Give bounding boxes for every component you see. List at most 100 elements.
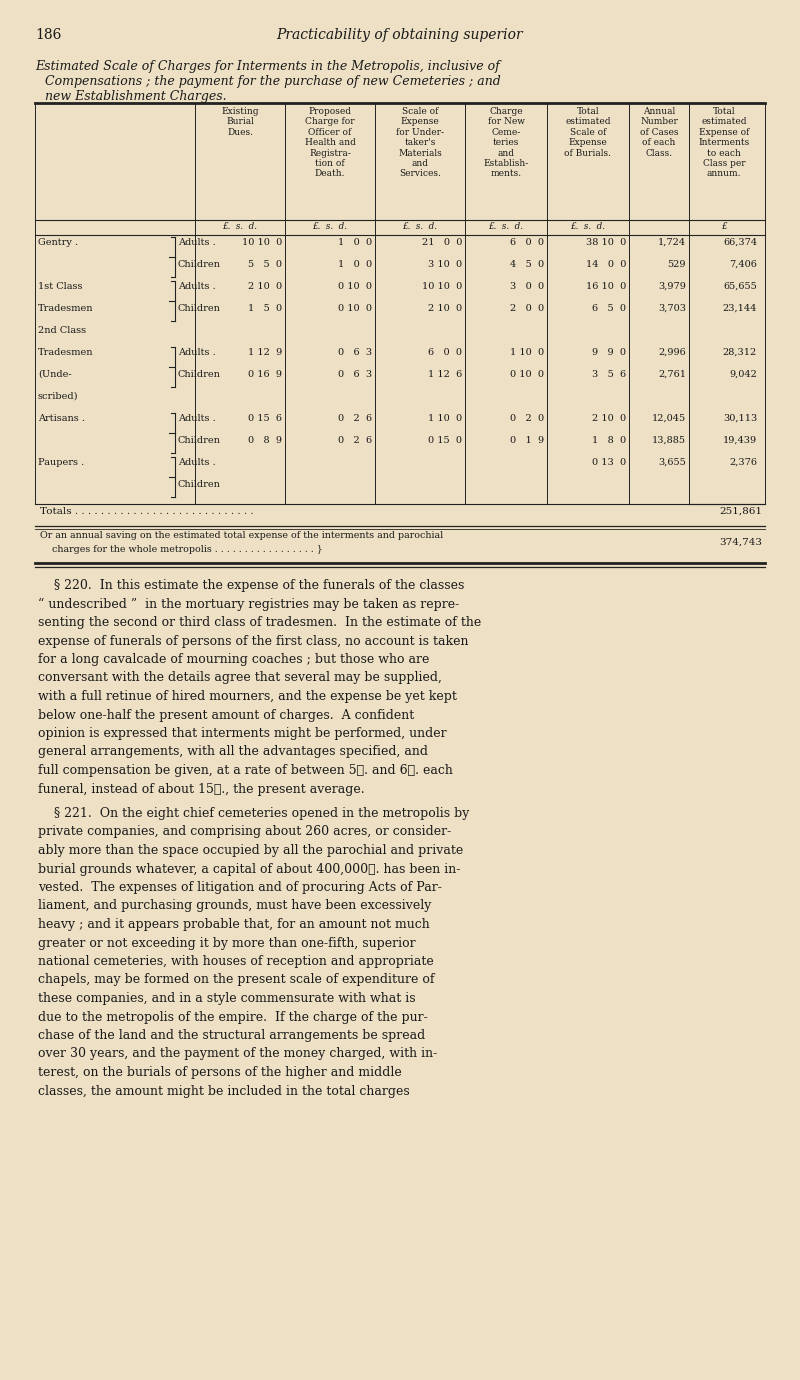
Text: 1 10  0: 1 10 0 bbox=[428, 414, 462, 424]
Text: terest, on the burials of persons of the higher and middle: terest, on the burials of persons of the… bbox=[38, 1065, 402, 1079]
Text: 3,979: 3,979 bbox=[658, 282, 686, 291]
Text: 4   5  0: 4 5 0 bbox=[510, 259, 544, 269]
Text: £.  s.  d.: £. s. d. bbox=[222, 222, 258, 230]
Text: “ undescribed ”  in the mortuary registries may be taken as repre-: “ undescribed ” in the mortuary registri… bbox=[38, 598, 459, 611]
Text: Children: Children bbox=[178, 436, 221, 444]
Text: 1   0  0: 1 0 0 bbox=[338, 259, 372, 269]
Text: 7,406: 7,406 bbox=[729, 259, 757, 269]
Text: Tradesmen: Tradesmen bbox=[38, 348, 94, 357]
Text: ably more than the space occupied by all the parochial and private: ably more than the space occupied by all… bbox=[38, 845, 463, 857]
Text: general arrangements, with all the advantages specified, and: general arrangements, with all the advan… bbox=[38, 745, 428, 759]
Text: Total
estimated
Scale of
Expense
of Burials.: Total estimated Scale of Expense of Buri… bbox=[565, 108, 611, 157]
Text: £.  s.  d.: £. s. d. bbox=[402, 222, 438, 230]
Text: 9,042: 9,042 bbox=[729, 370, 757, 380]
Text: over 30 years, and the payment of the money charged, with in-: over 30 years, and the payment of the mo… bbox=[38, 1047, 438, 1060]
Text: private companies, and comprising about 260 acres, or consider-: private companies, and comprising about … bbox=[38, 825, 451, 839]
Text: 10 10  0: 10 10 0 bbox=[422, 282, 462, 291]
Text: Existing
Burial
Dues.: Existing Burial Dues. bbox=[222, 108, 258, 137]
Text: 6   0  0: 6 0 0 bbox=[510, 237, 544, 247]
Text: 66,374: 66,374 bbox=[723, 237, 757, 247]
Text: 251,861: 251,861 bbox=[719, 506, 762, 516]
Text: these companies, and in a style commensurate with what is: these companies, and in a style commensu… bbox=[38, 992, 416, 1005]
Text: 2   0  0: 2 0 0 bbox=[510, 304, 544, 313]
Text: burial grounds whatever, a capital of about 400,000ℓ. has been in-: burial grounds whatever, a capital of ab… bbox=[38, 862, 460, 875]
Text: 2 10  0: 2 10 0 bbox=[248, 282, 282, 291]
Text: liament, and purchasing grounds, must have been excessively: liament, and purchasing grounds, must ha… bbox=[38, 900, 431, 912]
Text: Practicability of obtaining superior: Practicability of obtaining superior bbox=[277, 28, 523, 41]
Text: 3   0  0: 3 0 0 bbox=[510, 282, 544, 291]
Text: 3 10  0: 3 10 0 bbox=[428, 259, 462, 269]
Text: charges for the whole metropolis . . . . . . . . . . . . . . . . . }: charges for the whole metropolis . . . .… bbox=[40, 545, 322, 553]
Text: greater or not exceeding it by more than one-fifth, superior: greater or not exceeding it by more than… bbox=[38, 937, 416, 949]
Text: 0   6  3: 0 6 3 bbox=[338, 348, 372, 357]
Text: Or an annual saving on the estimated total expense of the interments and parochi: Or an annual saving on the estimated tot… bbox=[40, 531, 443, 540]
Text: Tradesmen: Tradesmen bbox=[38, 304, 94, 313]
Text: 0   8  9: 0 8 9 bbox=[248, 436, 282, 444]
Text: with a full retinue of hired mourners, and the expense be yet kept: with a full retinue of hired mourners, a… bbox=[38, 690, 457, 702]
Text: 0   2  6: 0 2 6 bbox=[338, 414, 372, 424]
Text: § 220.  In this estimate the expense of the funerals of the classes: § 220. In this estimate the expense of t… bbox=[38, 580, 464, 592]
Text: 38 10  0: 38 10 0 bbox=[586, 237, 626, 247]
Text: new Establishment Charges.: new Establishment Charges. bbox=[45, 90, 226, 104]
Text: 12,045: 12,045 bbox=[652, 414, 686, 424]
Text: 2 10  0: 2 10 0 bbox=[428, 304, 462, 313]
Text: 2nd Class: 2nd Class bbox=[38, 326, 86, 335]
Text: 16 10  0: 16 10 0 bbox=[586, 282, 626, 291]
Text: 5   5  0: 5 5 0 bbox=[248, 259, 282, 269]
Text: opinion is expressed that interments might be performed, under: opinion is expressed that interments mig… bbox=[38, 727, 446, 740]
Text: 23,144: 23,144 bbox=[722, 304, 757, 313]
Text: senting the second or third class of tradesmen.  In the estimate of the: senting the second or third class of tra… bbox=[38, 615, 482, 629]
Text: 2,376: 2,376 bbox=[729, 458, 757, 466]
Text: 1   8  0: 1 8 0 bbox=[592, 436, 626, 444]
Text: Children: Children bbox=[178, 304, 221, 313]
Text: scribed): scribed) bbox=[38, 392, 78, 402]
Text: 30,113: 30,113 bbox=[722, 414, 757, 424]
Text: 65,655: 65,655 bbox=[723, 282, 757, 291]
Text: Artisans .: Artisans . bbox=[38, 414, 85, 424]
Text: Charge
for New
Ceme-
teries
and
Establish-
ments.: Charge for New Ceme- teries and Establis… bbox=[483, 108, 529, 178]
Text: £.  s.  d.: £. s. d. bbox=[570, 222, 606, 230]
Text: 2,996: 2,996 bbox=[658, 348, 686, 357]
Text: £.  s.  d.: £. s. d. bbox=[313, 222, 347, 230]
Text: 9   9  0: 9 9 0 bbox=[592, 348, 626, 357]
Text: 28,312: 28,312 bbox=[722, 348, 757, 357]
Text: 21   0  0: 21 0 0 bbox=[422, 237, 462, 247]
Text: (Unde-: (Unde- bbox=[38, 370, 72, 380]
Text: Paupers .: Paupers . bbox=[38, 458, 84, 466]
Text: 0 15  6: 0 15 6 bbox=[248, 414, 282, 424]
Text: for a long cavalcade of mourning coaches ; but those who are: for a long cavalcade of mourning coaches… bbox=[38, 653, 430, 667]
Text: due to the metropolis of the empire.  If the charge of the pur-: due to the metropolis of the empire. If … bbox=[38, 1010, 428, 1024]
Text: vested.  The expenses of litigation and of procuring Acts of Par-: vested. The expenses of litigation and o… bbox=[38, 880, 442, 894]
Text: Proposed
Charge for
Officer of
Health and
Registra-
tion of
Death.: Proposed Charge for Officer of Health an… bbox=[305, 108, 355, 178]
Text: 6   0  0: 6 0 0 bbox=[428, 348, 462, 357]
Text: 19,439: 19,439 bbox=[723, 436, 757, 444]
Text: 3   5  6: 3 5 6 bbox=[592, 370, 626, 380]
Text: 374,743: 374,743 bbox=[719, 538, 762, 546]
Text: 3,703: 3,703 bbox=[658, 304, 686, 313]
Text: 10 10  0: 10 10 0 bbox=[242, 237, 282, 247]
Text: Children: Children bbox=[178, 259, 221, 269]
Text: 6   5  0: 6 5 0 bbox=[592, 304, 626, 313]
Text: Children: Children bbox=[178, 370, 221, 380]
Text: 1 12  9: 1 12 9 bbox=[248, 348, 282, 357]
Text: Adults .: Adults . bbox=[178, 348, 216, 357]
Text: 529: 529 bbox=[667, 259, 686, 269]
Text: 0   1  9: 0 1 9 bbox=[510, 436, 544, 444]
Text: Scale of
Expense
for Under-
taker's
Materials
and
Services.: Scale of Expense for Under- taker's Mate… bbox=[396, 108, 444, 178]
Text: national cemeteries, with houses of reception and appropriate: national cemeteries, with houses of rece… bbox=[38, 955, 434, 967]
Text: Children: Children bbox=[178, 480, 221, 489]
Text: Gentry .: Gentry . bbox=[38, 237, 78, 247]
Text: below one-half the present amount of charges.  A confident: below one-half the present amount of cha… bbox=[38, 708, 414, 722]
Text: chase of the land and the structural arrangements be spread: chase of the land and the structural arr… bbox=[38, 1029, 426, 1042]
Text: 0   2  6: 0 2 6 bbox=[338, 436, 372, 444]
Text: Adults .: Adults . bbox=[178, 414, 216, 424]
Text: funeral, instead of about 15ℓ., the present average.: funeral, instead of about 15ℓ., the pres… bbox=[38, 782, 365, 795]
Text: £: £ bbox=[721, 222, 727, 230]
Text: full compensation be given, at a rate of between 5ℓ. and 6ℓ. each: full compensation be given, at a rate of… bbox=[38, 765, 453, 777]
Text: 13,885: 13,885 bbox=[652, 436, 686, 444]
Text: 186: 186 bbox=[35, 28, 62, 41]
Text: 0 10  0: 0 10 0 bbox=[338, 304, 372, 313]
Text: 2,761: 2,761 bbox=[658, 370, 686, 380]
Text: 0   6  3: 0 6 3 bbox=[338, 370, 372, 380]
Text: Adults .: Adults . bbox=[178, 282, 216, 291]
